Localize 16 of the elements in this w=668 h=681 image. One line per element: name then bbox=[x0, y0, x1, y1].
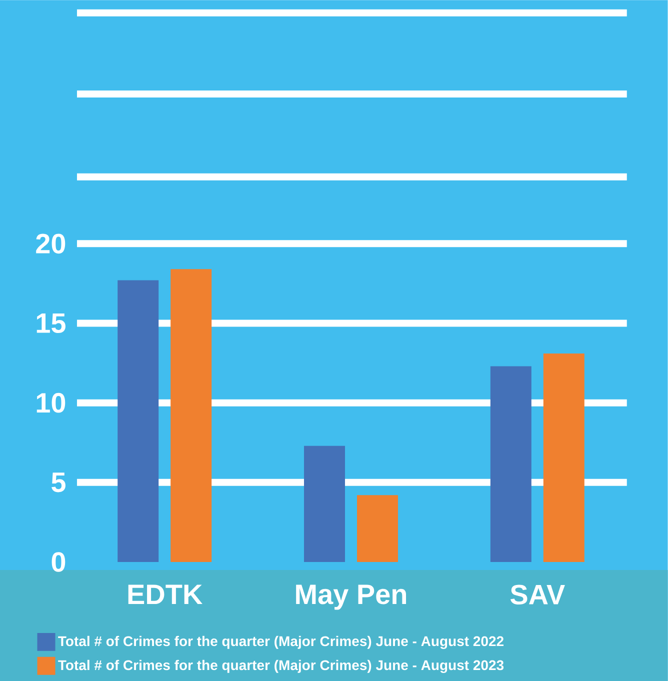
y-tick-label: 20 bbox=[36, 234, 66, 254]
x-tick-label: EDTK bbox=[128, 584, 203, 604]
x-tick-label: SAV bbox=[510, 584, 566, 605]
y-tick-label: 5 bbox=[52, 472, 66, 492]
bar bbox=[170, 269, 212, 562]
y-tick-label: 15 bbox=[36, 313, 66, 334]
bar bbox=[304, 446, 346, 562]
legend-label: Total # of Crimes for the quarter (Major Crimes) June - August 2022 bbox=[58, 636, 504, 649]
legend-label: Total # of Crimes for the quarter (Major Crimes) June - August 2023 bbox=[58, 660, 504, 673]
y-tick-label: 10 bbox=[36, 392, 66, 413]
bar bbox=[357, 495, 398, 562]
x-tick-label: May Pen bbox=[296, 584, 406, 610]
y-tick-label: 0 bbox=[52, 552, 66, 572]
bar bbox=[543, 353, 584, 562]
bar bbox=[118, 280, 159, 562]
bar bbox=[490, 366, 532, 562]
